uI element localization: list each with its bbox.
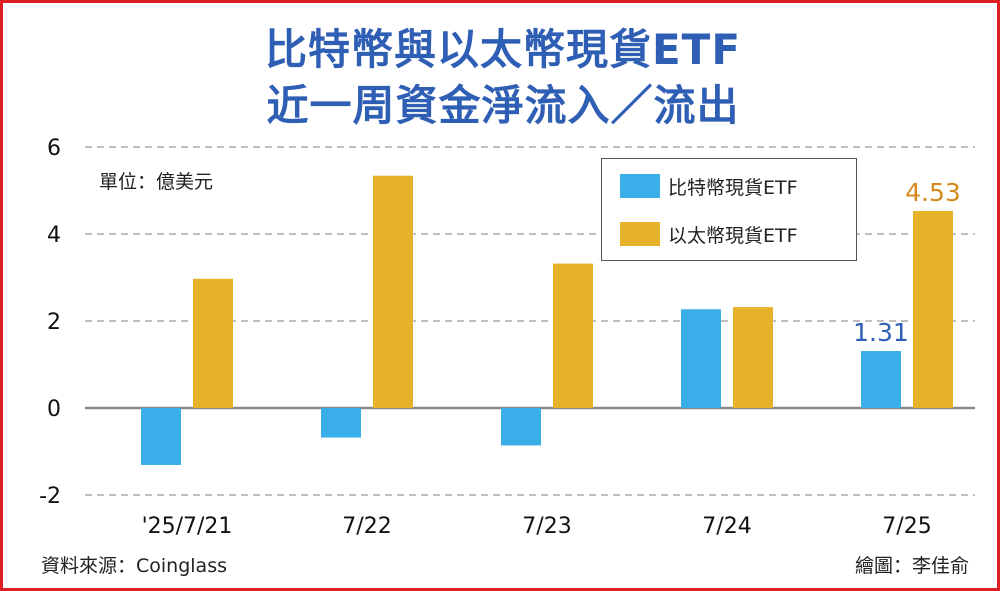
bar-eth [553,263,593,408]
legend-item-btc: 比特幣現貨ETF [620,171,798,201]
unit-label: 單位：億美元 [99,171,214,193]
x-tick-label: 7/23 [522,514,571,539]
y-tick-label: -2 [39,484,61,509]
legend-label-eth: 以太幣現貨ETF [668,224,798,247]
bar-eth [733,307,773,408]
bar-eth [913,210,953,408]
x-tick-label: 7/24 [702,514,751,539]
y-tick-label: 2 [47,310,61,335]
chart-title-line1: 比特幣與以太幣現貨ETF [264,25,742,74]
y-tick-label: 6 [47,136,61,161]
bar-eth [193,278,233,408]
bar-btc [141,408,181,465]
y-tick-label: 4 [47,223,61,248]
legend-swatch-eth [620,222,660,246]
legend-item-eth: 以太幣現貨ETF [620,219,798,249]
credit-label: 繪圖：李佳俞 [854,555,969,577]
data-label: 4.53 [905,178,961,207]
bar-btc [681,309,721,408]
x-tick-label: 7/25 [882,514,931,539]
legend-swatch-btc [620,174,660,198]
bar-eth [373,175,413,408]
source-label: 資料來源：Coinglass [41,555,227,577]
x-tick-label: '25/7/21 [142,514,233,539]
bar-chart: -2 0 2 4 6 '25/7/21 7/22 7/23 7/24 7/25 1.31 4.53 [39,136,975,539]
x-tick-label: 7/22 [342,514,391,539]
bar-btc [501,408,541,446]
bar-btc [861,351,901,408]
data-label: 1.31 [853,318,909,347]
chart-title-line2: 近一周資金淨流入／流出 [266,81,740,130]
y-tick-label: 0 [47,397,61,422]
legend-label-btc: 比特幣現貨ETF [668,176,798,199]
bar-btc [321,408,361,438]
legend: 比特幣現貨ETF 以太幣現貨ETF [601,158,857,261]
